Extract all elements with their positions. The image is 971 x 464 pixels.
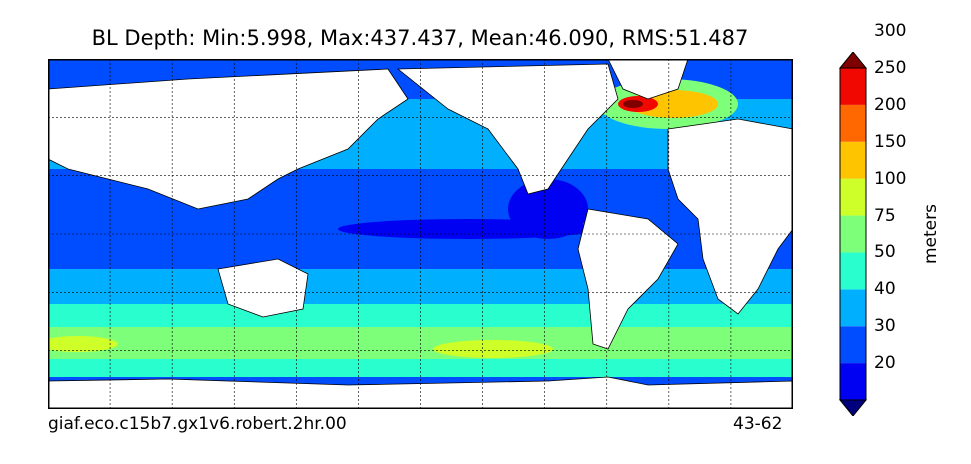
colorbar-segment	[840, 215, 866, 253]
colorbar-label: meters	[921, 204, 941, 264]
colorbar-segment	[840, 252, 866, 290]
ocean-feature-labrador-core	[623, 100, 643, 108]
ocean-band-antarctic-shelf	[48, 377, 793, 387]
colorbar-extend-max	[838, 52, 868, 69]
land-asia	[48, 68, 409, 210]
colorbar-extend-min	[838, 399, 868, 416]
colorbar-tick-label: 300	[874, 21, 907, 42]
map-frame	[48, 59, 793, 409]
colorbar-tick-label: 250	[874, 58, 907, 78]
land-africa-europe	[667, 118, 793, 315]
colorbar-tick-label: 75	[874, 205, 896, 226]
colorbar-tick-label: 40	[874, 279, 896, 300]
colorbar-segment	[840, 289, 866, 327]
land-australia	[217, 258, 309, 318]
colorbar-frame	[839, 67, 867, 401]
ocean-feature-southern-yellow-2	[433, 340, 553, 358]
colorbar-tick-label: 100	[874, 168, 907, 189]
chart-title: BL Depth: Min:5.998, Max:437.437, Mean:4…	[91, 26, 749, 50]
colorbar-tick-label: 30	[874, 316, 896, 337]
colorbar-segment	[840, 104, 866, 142]
colorbar-segment	[840, 178, 866, 216]
map-gridlines	[48, 59, 793, 409]
land-greenland	[607, 59, 689, 100]
colorbar-tick-label: 200	[874, 94, 907, 115]
colorbar-tick-label: 50	[874, 242, 896, 263]
year-range: 43-62	[733, 414, 783, 434]
colorbar-tick-label: 20	[874, 353, 896, 374]
colorbar-tick-label: 150	[874, 131, 907, 152]
colorbar	[838, 52, 868, 416]
ocean-feature-southern-yellow-1	[48, 336, 118, 352]
land-south-america	[577, 208, 679, 350]
case-name: giaf.eco.c15b7.gx1v6.robert.2hr.00	[48, 414, 347, 434]
colorbar-segment	[840, 363, 866, 400]
land-north-america	[396, 63, 619, 195]
colorbar-segment	[840, 68, 866, 105]
map-plot	[48, 59, 793, 409]
colorbar-segment	[840, 326, 866, 364]
colorbar-segment	[840, 141, 866, 179]
